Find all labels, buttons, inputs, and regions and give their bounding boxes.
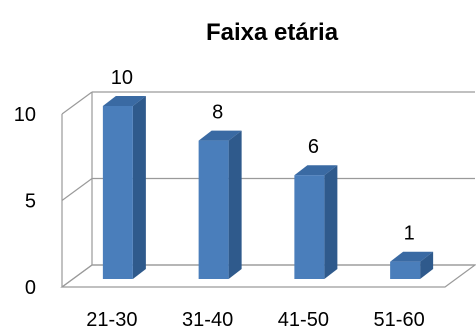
bar-top-face [294,165,338,176]
category-label: 31-40 [182,309,233,331]
bar-top-face [102,96,146,106]
y-tick-label: 0 [25,277,36,299]
gridline-left-wall [61,91,93,115]
bar-front-face [390,261,421,279]
bars [102,96,434,279]
bar-side-face [420,251,434,279]
bar-front-face [198,140,229,279]
bar-side-face [132,96,146,279]
bar [102,96,146,279]
category-label: 51-60 [374,309,425,331]
bar-top-face [198,130,242,141]
y-tick-label: 10 [14,104,36,126]
bar-front-face [102,106,133,279]
bar-top-face [390,251,434,262]
gridline-left-wall [61,178,93,201]
bar-front-face [294,175,325,279]
data-label: 10 [111,67,133,89]
chart-title: Faixa etária [206,19,339,46]
gridline-left-wall [61,264,93,288]
bar-side-face [228,130,242,279]
data-label: 1 [404,223,415,245]
y-tick-label: 5 [25,191,36,213]
category-label: 41-50 [278,309,329,331]
bar [294,165,338,279]
data-label: 8 [212,102,223,124]
bar [390,251,434,279]
labels: 0 5 10 10 21-30 8 31-40 6 41-50 1 51-60 [14,67,425,331]
data-label: 6 [308,136,319,158]
category-label: 21-30 [86,309,137,331]
bar [198,130,242,279]
bar-side-face [324,165,338,279]
